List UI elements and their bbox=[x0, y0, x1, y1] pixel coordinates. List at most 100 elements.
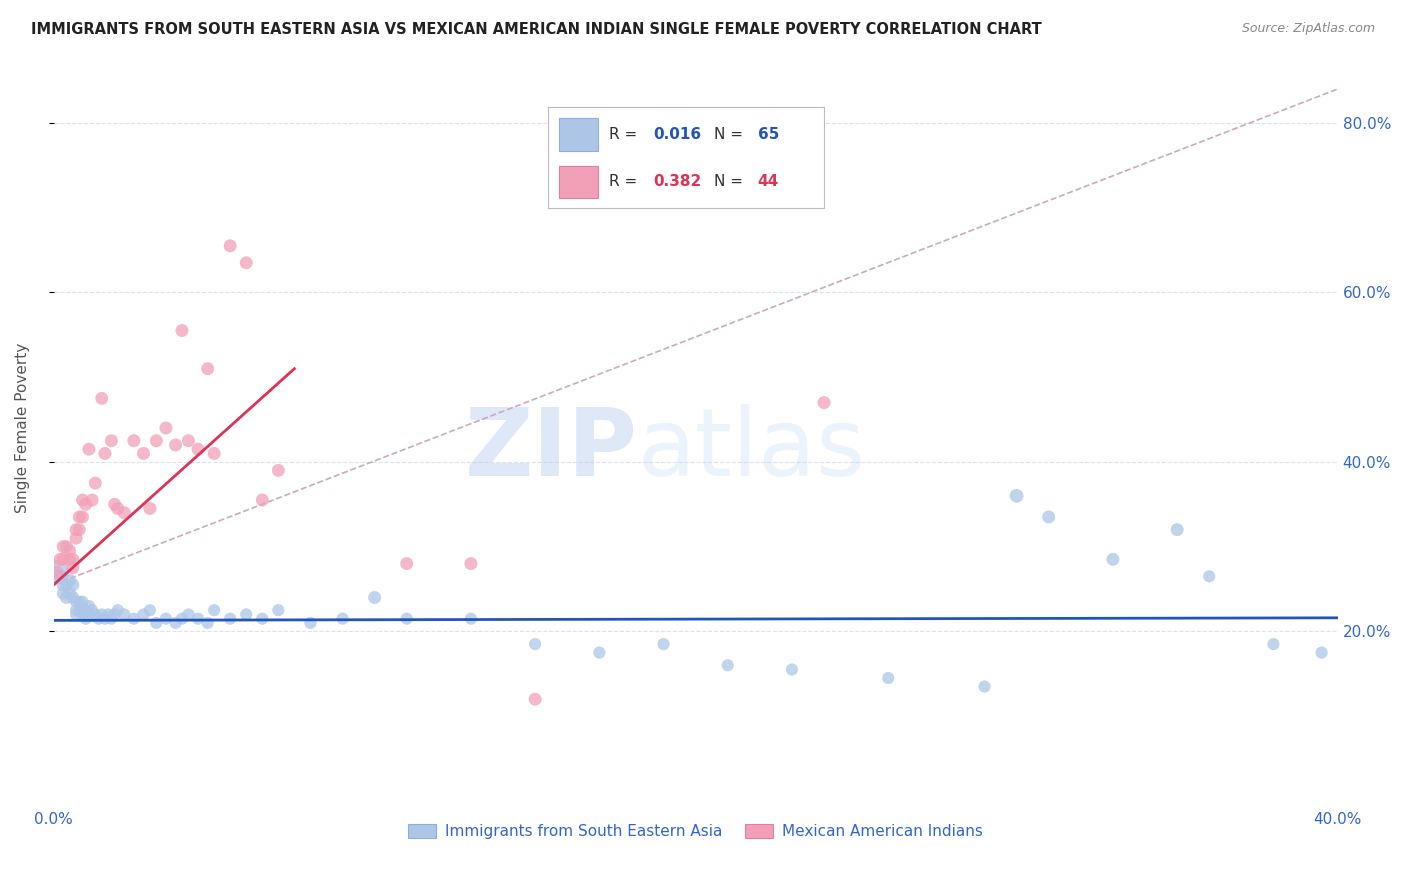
Point bbox=[252, 493, 274, 508]
Point bbox=[235, 256, 257, 270]
Point bbox=[107, 603, 129, 617]
Point bbox=[187, 442, 209, 457]
Point bbox=[77, 442, 100, 457]
Point bbox=[145, 615, 167, 630]
Y-axis label: Single Female Poverty: Single Female Poverty bbox=[15, 343, 30, 513]
Point bbox=[813, 395, 835, 409]
Point bbox=[267, 603, 290, 617]
Point bbox=[524, 637, 547, 651]
Point bbox=[97, 607, 120, 622]
Point bbox=[62, 591, 84, 605]
Point bbox=[235, 607, 257, 622]
Point bbox=[132, 446, 155, 460]
Point bbox=[59, 552, 82, 566]
Point bbox=[460, 612, 482, 626]
Point bbox=[75, 497, 97, 511]
Point bbox=[165, 438, 187, 452]
Point bbox=[132, 607, 155, 622]
Point bbox=[139, 501, 162, 516]
Point bbox=[395, 612, 418, 626]
Point bbox=[49, 552, 72, 566]
Point bbox=[65, 603, 87, 617]
Point bbox=[82, 603, 104, 617]
Point bbox=[45, 565, 67, 579]
Point bbox=[77, 599, 100, 613]
Point bbox=[252, 612, 274, 626]
Point bbox=[524, 692, 547, 706]
Point bbox=[94, 446, 117, 460]
Point bbox=[87, 612, 110, 626]
Point bbox=[62, 561, 84, 575]
Point bbox=[100, 434, 122, 448]
Point bbox=[122, 612, 145, 626]
Point bbox=[72, 595, 94, 609]
Point bbox=[1263, 637, 1285, 651]
Point bbox=[49, 569, 72, 583]
Point bbox=[395, 557, 418, 571]
Point bbox=[1102, 552, 1125, 566]
Point bbox=[197, 615, 219, 630]
Point bbox=[717, 658, 740, 673]
Point bbox=[72, 493, 94, 508]
Text: atlas: atlas bbox=[638, 404, 866, 496]
Point bbox=[219, 239, 242, 253]
Point bbox=[65, 595, 87, 609]
Point bbox=[155, 612, 177, 626]
Point bbox=[267, 463, 290, 477]
Point bbox=[652, 637, 675, 651]
Point bbox=[460, 557, 482, 571]
Point bbox=[65, 531, 87, 545]
Point bbox=[877, 671, 900, 685]
Text: Source: ZipAtlas.com: Source: ZipAtlas.com bbox=[1241, 22, 1375, 36]
Point bbox=[67, 510, 90, 524]
Point bbox=[67, 595, 90, 609]
Point bbox=[72, 510, 94, 524]
Point bbox=[100, 612, 122, 626]
Point bbox=[170, 612, 193, 626]
Point bbox=[780, 663, 803, 677]
Point bbox=[1198, 569, 1220, 583]
Legend: Immigrants from South Eastern Asia, Mexican American Indians: Immigrants from South Eastern Asia, Mexi… bbox=[402, 818, 988, 846]
Point bbox=[65, 607, 87, 622]
Point bbox=[170, 324, 193, 338]
Point bbox=[90, 392, 112, 406]
Point bbox=[55, 591, 77, 605]
Text: ZIP: ZIP bbox=[465, 404, 638, 496]
Point bbox=[59, 544, 82, 558]
Point bbox=[52, 586, 75, 600]
Point bbox=[155, 421, 177, 435]
Point bbox=[59, 574, 82, 588]
Point bbox=[72, 607, 94, 622]
Point bbox=[45, 565, 67, 579]
Point bbox=[1005, 489, 1028, 503]
Point bbox=[55, 540, 77, 554]
Point bbox=[332, 612, 354, 626]
Point bbox=[588, 646, 610, 660]
Point bbox=[363, 591, 385, 605]
Point bbox=[1310, 646, 1333, 660]
Point bbox=[52, 552, 75, 566]
Point bbox=[67, 523, 90, 537]
Point bbox=[62, 552, 84, 566]
Point bbox=[65, 523, 87, 537]
Point bbox=[165, 615, 187, 630]
Point bbox=[75, 603, 97, 617]
Point bbox=[77, 607, 100, 622]
Point bbox=[187, 612, 209, 626]
Point bbox=[145, 434, 167, 448]
Point bbox=[84, 607, 107, 622]
Text: IMMIGRANTS FROM SOUTH EASTERN ASIA VS MEXICAN AMERICAN INDIAN SINGLE FEMALE POVE: IMMIGRANTS FROM SOUTH EASTERN ASIA VS ME… bbox=[31, 22, 1042, 37]
Point bbox=[52, 540, 75, 554]
Point bbox=[104, 497, 127, 511]
Point bbox=[62, 578, 84, 592]
Point bbox=[219, 612, 242, 626]
Point bbox=[177, 434, 200, 448]
Point bbox=[122, 434, 145, 448]
Point bbox=[197, 361, 219, 376]
Point bbox=[112, 607, 135, 622]
Point bbox=[973, 680, 995, 694]
Point bbox=[104, 607, 127, 622]
Point bbox=[75, 612, 97, 626]
Point bbox=[52, 578, 75, 592]
Point bbox=[90, 607, 112, 622]
